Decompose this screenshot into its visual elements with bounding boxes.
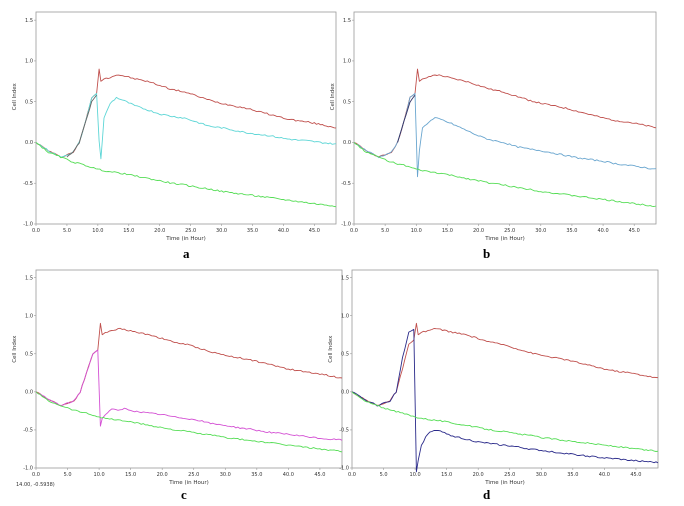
x-tick-label: 45.0 <box>630 472 641 478</box>
y-axis-label: Cell Index <box>330 82 336 110</box>
y-tick-label: 0.5 <box>343 99 351 105</box>
y-tick-label: 0.0 <box>343 140 351 146</box>
panel-label-d: d <box>483 487 491 502</box>
x-tick-label: 40.0 <box>599 472 610 478</box>
x-axis-label: Time (in Hour) <box>168 480 209 486</box>
plot-area <box>351 269 659 469</box>
x-tick-label: 0.0 <box>32 228 40 234</box>
x-tick-label: 20.0 <box>154 228 165 234</box>
y-tick-label: -1.0 <box>341 222 351 228</box>
y-tick-label: 1.5 <box>341 275 349 281</box>
x-tick-label: 20.0 <box>157 472 168 478</box>
y-tick-label: 0.5 <box>25 99 33 105</box>
x-tick-label: 45.0 <box>309 228 320 234</box>
x-tick-label: 5.0 <box>64 472 72 478</box>
series-line <box>35 391 343 453</box>
x-axis-label: Time (in Hour) <box>484 236 525 242</box>
x-tick-label: 5.0 <box>63 228 71 234</box>
x-tick-label: 30.0 <box>535 228 546 234</box>
x-tick-label: 10.0 <box>410 472 421 478</box>
x-tick-label: 15.0 <box>442 228 453 234</box>
series-line <box>35 142 337 208</box>
x-tick-label: 25.0 <box>188 472 199 478</box>
y-tick-label: 0.5 <box>25 351 33 357</box>
series-line <box>353 142 657 207</box>
y-tick-label: 1.5 <box>25 18 33 24</box>
chart-panel-a: 0.0 5.0 10.0 15.0 20.0 25.0 30.0 35.0 40.0 45.0 -1… <box>0 0 342 262</box>
x-tick-label: 20.0 <box>473 472 484 478</box>
y-tick-label: -0.5 <box>339 428 349 434</box>
series-line <box>351 322 659 406</box>
panel-label-c: c <box>181 487 187 502</box>
x-tick-label: 40.0 <box>598 228 609 234</box>
y-tick-label: -1.0 <box>23 466 33 472</box>
y-tick-label: 1.5 <box>343 18 351 24</box>
series-line <box>66 94 97 158</box>
y-tick-label: -0.5 <box>23 428 33 434</box>
y-tick-label: 1.0 <box>341 313 349 319</box>
x-tick-label: 35.0 <box>247 228 258 234</box>
x-tick-label: 40.0 <box>278 228 289 234</box>
x-tick-label: 20.0 <box>473 228 484 234</box>
x-tick-label: 35.0 <box>566 228 577 234</box>
x-tick-label: 0.0 <box>32 472 40 478</box>
x-axis-label: Time (in Hour) <box>165 236 206 242</box>
chart-d-svg: 0.0 5.0 10.0 15.0 20.0 25.0 30.0 35.0 40.0 45.0 -1… <box>328 269 659 486</box>
x-tick-label: 35.0 <box>251 472 262 478</box>
x-tick-label: 30.0 <box>220 472 231 478</box>
y-tick-label: 0.5 <box>341 351 349 357</box>
y-tick-label: -1.0 <box>339 466 349 472</box>
x-tick-label: 25.0 <box>504 228 515 234</box>
x-tick-label: 15.0 <box>123 228 134 234</box>
series-line <box>35 349 343 441</box>
x-tick-label: 25.0 <box>185 228 196 234</box>
x-tick-label: 10.0 <box>411 228 422 234</box>
chart-panel-b: 0.0 5.0 10.0 15.0 20.0 25.0 30.0 35.0 40.0 45.0 -1… <box>330 0 684 262</box>
x-tick-label: 45.0 <box>314 472 325 478</box>
x-tick-label: 25.0 <box>504 472 515 478</box>
x-tick-label: 10.0 <box>92 228 103 234</box>
x-tick-label: 5.0 <box>381 228 389 234</box>
y-tick-label: 0.0 <box>25 140 33 146</box>
x-tick-label: 0.0 <box>348 472 356 478</box>
y-tick-label: 0.0 <box>25 390 33 396</box>
chart-panel-c: 0.0 5.0 10.0 15.0 20.0 25.0 30.0 35.0 40.0 45.0 -1… <box>0 260 343 506</box>
x-tick-label: 45.0 <box>629 228 640 234</box>
chart-a-svg: 0.0 5.0 10.0 15.0 20.0 25.0 30.0 35.0 40.0 45.0 -1… <box>12 11 337 242</box>
y-tick-label: 1.5 <box>25 275 33 281</box>
y-tick-label: 0.0 <box>341 390 349 396</box>
plot-area <box>35 269 343 469</box>
x-tick-label: 5.0 <box>380 472 388 478</box>
series-line <box>351 328 659 473</box>
panel-label-b: b <box>483 246 491 261</box>
cursor-readout: 14.00, -0.5938) <box>16 482 55 488</box>
y-axis-label: Cell Index <box>12 82 18 110</box>
y-axis-label: Cell Index <box>12 335 18 363</box>
y-tick-label: -0.5 <box>23 181 33 187</box>
y-tick-label: -1.0 <box>23 222 33 228</box>
y-tick-label: 1.0 <box>343 59 351 65</box>
x-tick-label: 10.0 <box>94 472 105 478</box>
y-axis-label: Cell Index <box>328 335 334 363</box>
series-line <box>351 391 659 452</box>
y-tick-label: 1.0 <box>25 59 33 65</box>
x-tick-label: 30.0 <box>536 472 547 478</box>
x-tick-label: 0.0 <box>350 228 358 234</box>
x-tick-label: 40.0 <box>283 472 294 478</box>
x-tick-label: 35.0 <box>567 472 578 478</box>
y-tick-label: -0.5 <box>341 181 351 187</box>
chart-b-svg: 0.0 5.0 10.0 15.0 20.0 25.0 30.0 35.0 40.0 45.0 -1… <box>330 11 657 242</box>
x-tick-label: 30.0 <box>216 228 227 234</box>
y-tick-label: 1.0 <box>25 313 33 319</box>
chart-c-svg: 0.0 5.0 10.0 15.0 20.0 25.0 30.0 35.0 40.0 45.0 -1… <box>12 269 343 486</box>
panel-label-a: a <box>183 246 190 261</box>
chart-panel-d: 0.0 5.0 10.0 15.0 20.0 25.0 30.0 35.0 40.0 45.0 -1… <box>328 260 684 506</box>
series-line <box>397 94 416 143</box>
x-axis-label: Time (in Hour) <box>484 480 525 486</box>
plot-area <box>353 11 657 225</box>
x-tick-label: 15.0 <box>125 472 136 478</box>
x-tick-label: 15.0 <box>441 472 452 478</box>
